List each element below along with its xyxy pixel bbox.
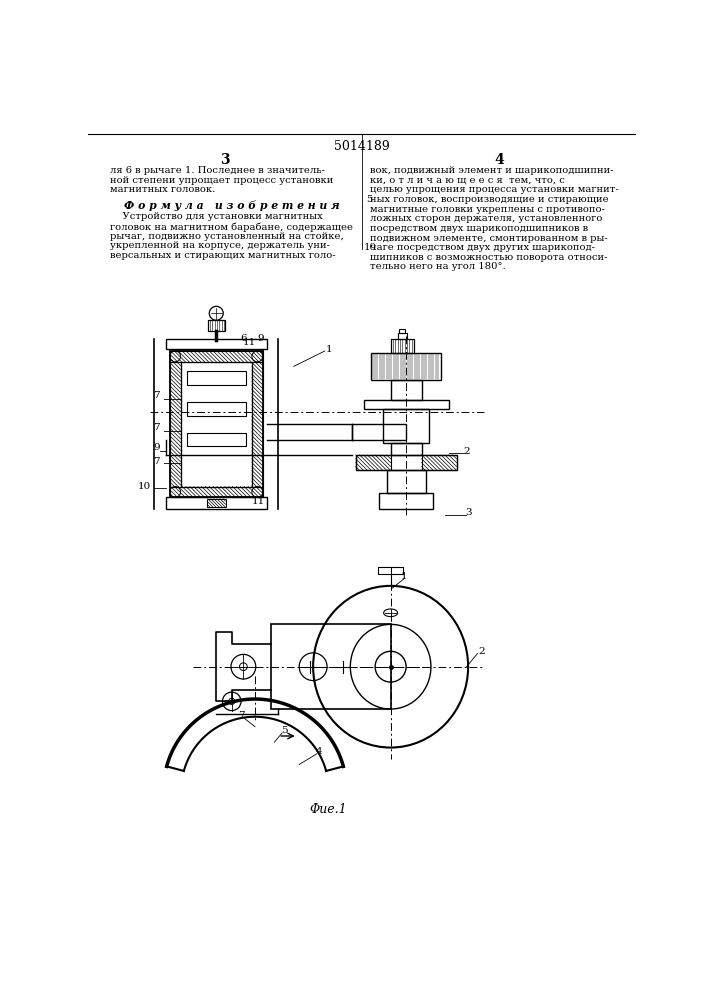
Text: чаге посредством двух других шарикопод-: чаге посредством двух других шарикопод-	[370, 243, 595, 252]
Bar	[187, 371, 246, 385]
Text: магнитных головок.: магнитных головок.	[110, 185, 216, 194]
Text: Устройство для установки магнитных: Устройство для установки магнитных	[110, 212, 323, 221]
Text: 11: 11	[252, 497, 266, 506]
Bar	[170, 351, 263, 362]
Text: ной степени упрощает процесс установки: ной степени упрощает процесс установки	[110, 176, 334, 185]
Bar	[391, 339, 414, 353]
Bar	[363, 400, 449, 409]
Text: 1: 1	[325, 345, 332, 354]
Bar	[252, 362, 263, 487]
Text: 3: 3	[220, 153, 230, 167]
Bar	[187, 433, 246, 446]
Text: Ф о р м у л а   и з о б р е т е н и я: Ф о р м у л а и з о б р е т е н и я	[124, 200, 339, 211]
Text: вок, подвижный элемент и шарикоподшипни-: вок, подвижный элемент и шарикоподшипни-	[370, 166, 614, 175]
Text: 5: 5	[366, 195, 372, 204]
Text: ложных сторон держателя, установленного: ложных сторон держателя, установленного	[370, 214, 602, 223]
Text: 5: 5	[281, 726, 288, 735]
Bar	[180, 362, 252, 487]
Bar	[187, 402, 246, 416]
Bar	[391, 443, 421, 455]
Text: тельно него на угол 180°.: тельно него на угол 180°.	[370, 262, 506, 271]
Bar	[271, 624, 391, 709]
Bar	[356, 455, 391, 470]
Bar	[421, 455, 457, 470]
Text: 10: 10	[138, 482, 151, 491]
Text: ки, о т л и ч а ю щ е е с я  тем, что, с: ки, о т л и ч а ю щ е е с я тем, что, с	[370, 176, 565, 185]
Text: 9: 9	[153, 443, 160, 452]
Text: шипников с возможностью поворота относи-: шипников с возможностью поворота относи-	[370, 253, 607, 262]
Text: ных головок, воспроизводящие и стирающие: ных головок, воспроизводящие и стирающие	[370, 195, 608, 204]
Bar	[391, 380, 421, 400]
Text: посредством двух шарикоподшипников в: посредством двух шарикоподшипников в	[370, 224, 588, 233]
Text: 2: 2	[463, 447, 470, 456]
Bar	[166, 339, 267, 349]
Text: 10: 10	[363, 243, 376, 252]
Bar	[371, 353, 441, 380]
Bar	[208, 320, 225, 331]
Text: 7: 7	[153, 457, 160, 466]
Text: магнитные головки укреплены с противопо-: магнитные головки укреплены с противопо-	[370, 205, 604, 214]
Text: 7: 7	[238, 711, 245, 720]
Circle shape	[209, 306, 223, 320]
Bar	[379, 493, 433, 509]
Bar	[378, 567, 403, 574]
Bar	[352, 424, 406, 440]
Text: 6: 6	[240, 334, 247, 343]
Bar	[170, 362, 180, 487]
Text: 4: 4	[494, 153, 504, 167]
Text: 11: 11	[243, 338, 256, 347]
Bar	[383, 409, 429, 443]
Text: 7: 7	[153, 391, 160, 400]
Bar	[207, 499, 226, 507]
Text: 1: 1	[402, 572, 408, 581]
Bar	[397, 333, 407, 339]
Bar	[170, 487, 263, 497]
Text: 3: 3	[464, 508, 472, 517]
Bar	[356, 455, 457, 470]
Text: подвижном элементе, смонтированном в ры-: подвижном элементе, смонтированном в ры-	[370, 234, 607, 243]
Text: 5014189: 5014189	[334, 140, 390, 153]
Text: целью упрощения процесса установки магнит-: целью упрощения процесса установки магни…	[370, 185, 619, 194]
Text: ля 6 в рычаге 1. Последнее в значитель-: ля 6 в рычаге 1. Последнее в значитель-	[110, 166, 325, 175]
Text: головок на магнитном барабане, содержащее: головок на магнитном барабане, содержаще…	[110, 222, 353, 232]
Text: версальных и стирающих магнитных голо-: версальных и стирающих магнитных голо-	[110, 251, 336, 260]
Text: укрепленной на корпусе, держатель уни-: укрепленной на корпусе, держатель уни-	[110, 241, 330, 250]
Text: 9: 9	[257, 334, 264, 343]
Bar	[399, 329, 405, 333]
Text: 2: 2	[479, 647, 486, 656]
Bar	[166, 497, 267, 509]
Bar	[387, 470, 426, 493]
Bar	[170, 351, 263, 497]
Text: 7: 7	[153, 424, 160, 432]
Text: рычаг, подвижно установленный на стойке,: рычаг, подвижно установленный на стойке,	[110, 232, 344, 241]
Text: 4: 4	[316, 747, 322, 756]
Text: Φue.1: Φue.1	[310, 803, 347, 816]
